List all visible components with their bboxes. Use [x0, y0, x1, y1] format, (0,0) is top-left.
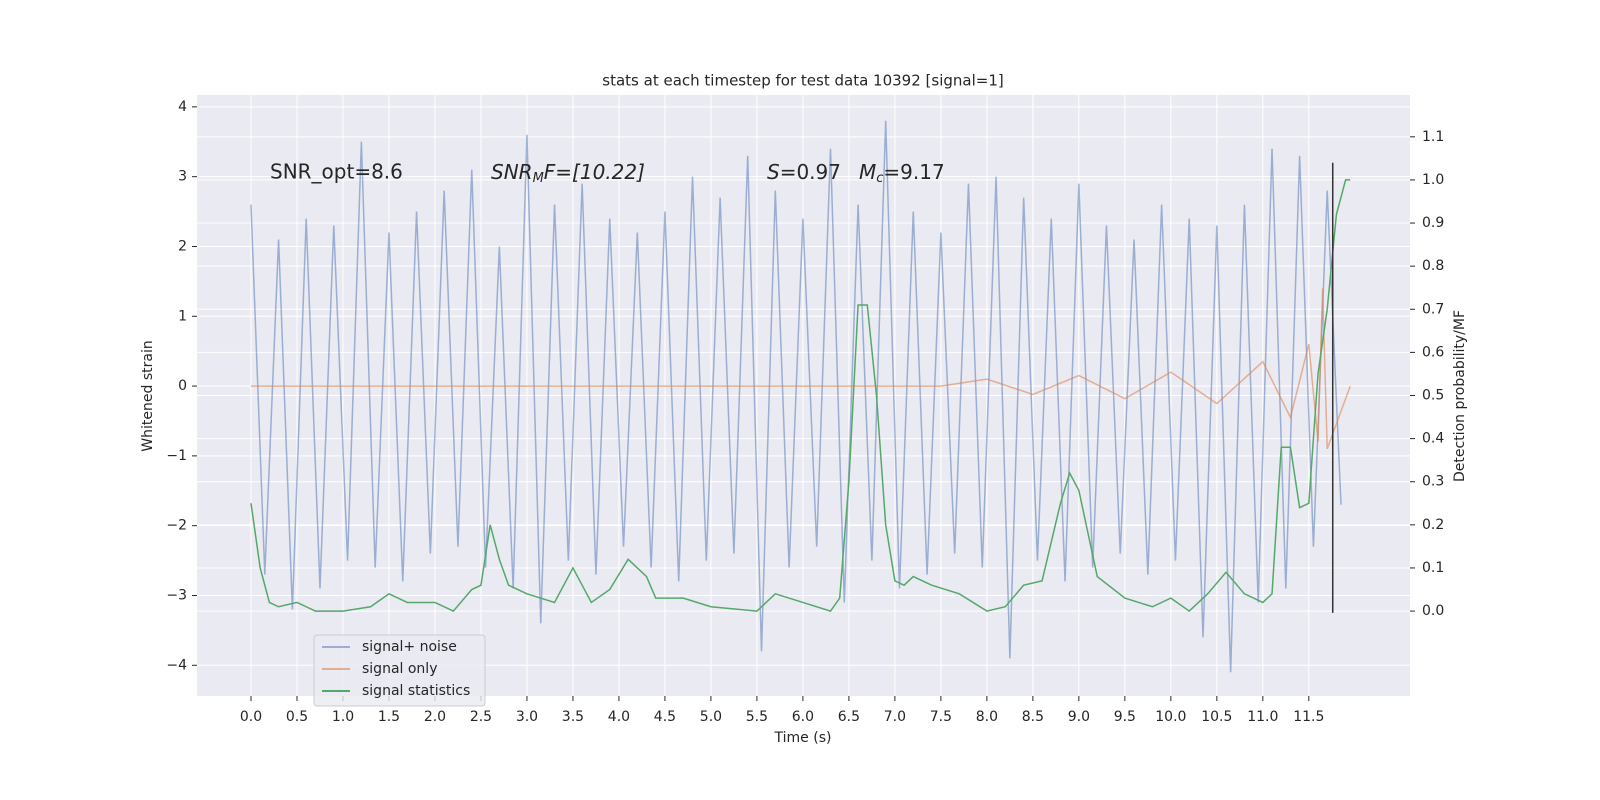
- x-tick-label: 11.0: [1247, 709, 1278, 725]
- annotation: S=0.97: [767, 160, 841, 184]
- legend-label: signal only: [362, 661, 437, 677]
- y-tick-label: −4: [166, 657, 187, 673]
- y2-tick-label: 0.3: [1422, 474, 1444, 490]
- series-line: [250, 288, 1351, 450]
- y-tick-label: 0: [178, 378, 187, 394]
- x-tick-label: 7.5: [930, 709, 952, 725]
- y2-tick-label: 1.1: [1422, 129, 1444, 145]
- annotation-part: F=[10.22]: [544, 160, 645, 184]
- x-tick-label: 4.5: [654, 709, 676, 725]
- y2-tick-label: 0.2: [1422, 517, 1444, 533]
- x-tick-label: 5.0: [700, 709, 722, 725]
- y2-tick-label: 0.7: [1422, 301, 1444, 317]
- y-tick-label: 1: [178, 308, 187, 324]
- legend-box: [313, 634, 486, 707]
- y-tick-label: 3: [178, 169, 187, 185]
- y2-tick-label: 0.0: [1422, 603, 1444, 619]
- x-tick-label: 6.0: [792, 709, 814, 725]
- y2-tick-label: 0.4: [1422, 431, 1444, 447]
- x-tick-label: 4.0: [608, 709, 630, 725]
- x-tick-label: 6.5: [838, 709, 860, 725]
- annotation-part: =9.17: [883, 160, 944, 184]
- x-tick-label: 0.5: [286, 709, 308, 725]
- y-tick-label: −2: [166, 518, 187, 534]
- x-tick-label: 3.5: [562, 709, 584, 725]
- x-tick-label: 1.0: [332, 709, 354, 725]
- y2-tick-label: 0.6: [1422, 344, 1444, 360]
- x-tick-label: 11.5: [1293, 709, 1324, 725]
- y2-tick-label: 0.5: [1422, 388, 1444, 404]
- x-tick-label: 3.0: [516, 709, 538, 725]
- labels: 0.0 0.5 1.0 1.5 2.0 2.5 3.0 3.5 4.0 4.5 5.0 5.5 6.0 6…: [166, 99, 1444, 725]
- x-axis-label: Time (s): [774, 730, 832, 746]
- y2-tick-label: 1.0: [1422, 172, 1444, 188]
- x-tick-label: 8.5: [1022, 709, 1044, 725]
- y-tick-label: 4: [178, 99, 187, 115]
- annotation-part: S: [767, 160, 780, 184]
- legend: signal+ noise signal only signal statistic…: [313, 634, 486, 707]
- y2-tick-label: 0.9: [1422, 215, 1444, 231]
- legend-label: signal+ noise: [362, 639, 457, 655]
- annotation: Mc=9.17: [859, 160, 945, 186]
- x-tick-label: 5.5: [746, 709, 768, 725]
- y-tick-label: −3: [166, 587, 187, 603]
- x-tick-label: 0.0: [240, 709, 262, 725]
- x-tick-label: 2.0: [424, 709, 446, 725]
- y-tick-label: 2: [178, 238, 187, 254]
- x-tick-label: 10.5: [1201, 709, 1232, 725]
- x-tick-label: 2.5: [470, 709, 492, 725]
- y-tick-label: −1: [166, 448, 187, 464]
- y2-axis-label: Detection probability/MF: [1452, 310, 1468, 482]
- x-tick-label: 9.5: [1114, 709, 1136, 725]
- x-tick-label: 8.0: [976, 709, 998, 725]
- x-tick-label: 7.0: [884, 709, 906, 725]
- annotation-sub: c: [876, 171, 883, 186]
- series-line: [250, 179, 1351, 613]
- y2-tick-label: 0.1: [1422, 560, 1444, 576]
- y-axis-label: Whitened strain: [140, 340, 156, 451]
- annotation-part: =0.97: [780, 160, 841, 184]
- series-line: [250, 120, 1342, 673]
- x-tick-label: 9.0: [1068, 709, 1090, 725]
- x-tick-label: 1.5: [378, 709, 400, 725]
- annotation: SNRMF=[10.22]: [491, 160, 645, 186]
- x-tick-label: 10.0: [1155, 709, 1186, 725]
- grid: [197, 95, 1410, 696]
- annotation-sub: M: [533, 171, 544, 186]
- legend-label: signal statistics: [362, 683, 470, 699]
- annotation-part: M: [859, 160, 876, 184]
- annotation-part: SNR: [491, 160, 533, 184]
- marks: [250, 120, 1351, 673]
- chart-title: stats at each timestep for test data 103…: [602, 72, 1003, 90]
- annotation: SNR_opt=8.6: [270, 160, 403, 184]
- y2-tick-label: 0.8: [1422, 258, 1444, 274]
